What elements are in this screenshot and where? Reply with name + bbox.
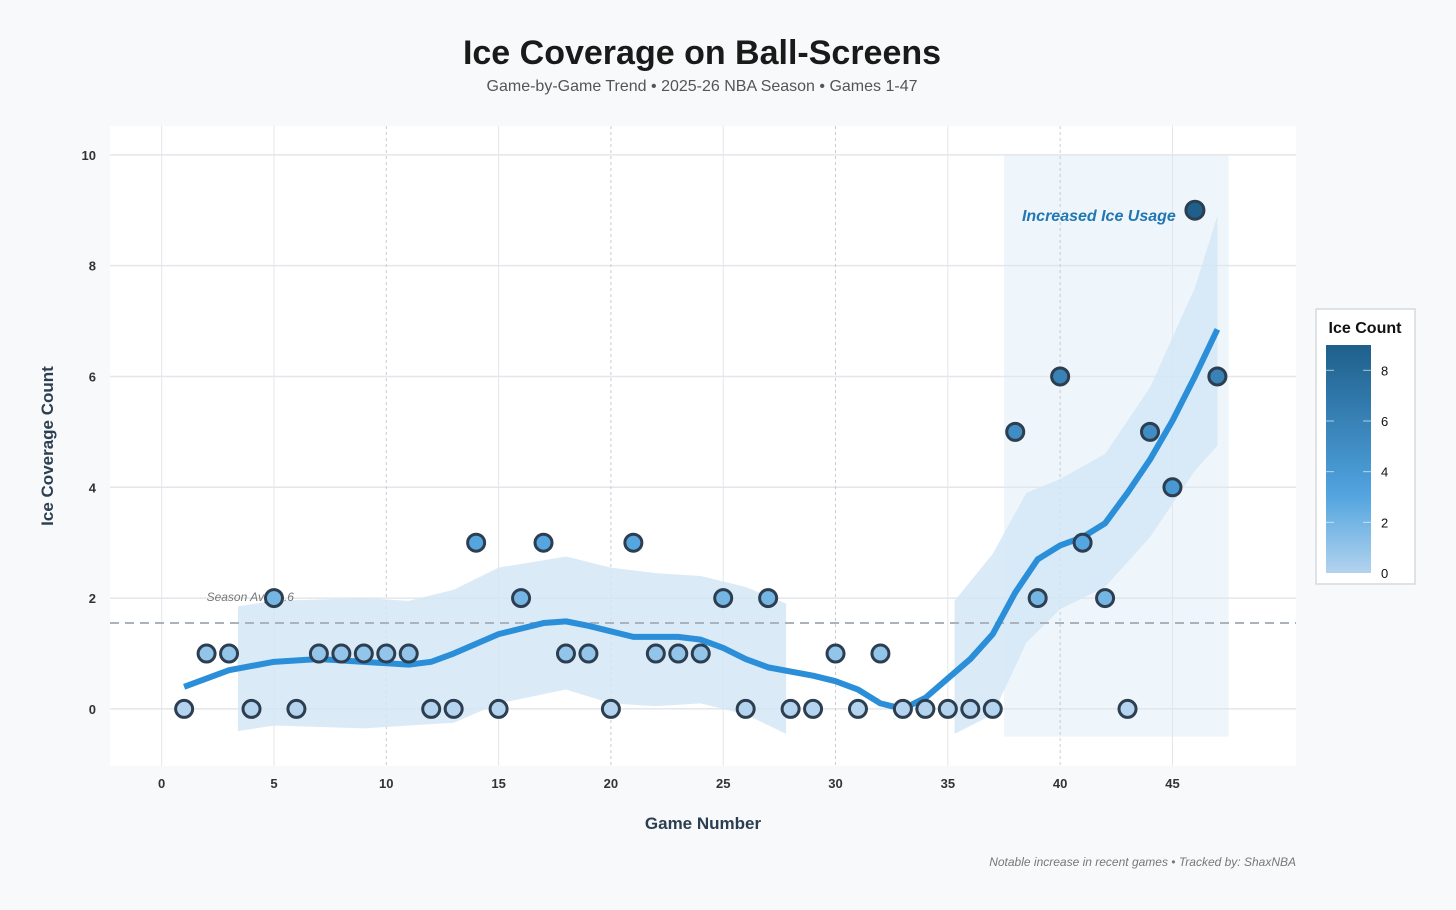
data-point [555, 643, 576, 664]
data-point [511, 588, 532, 609]
data-point [1095, 588, 1116, 609]
data-point [443, 698, 464, 719]
data-point [263, 588, 284, 609]
data-point [1117, 698, 1138, 719]
data-point [331, 643, 352, 664]
data-point [219, 643, 240, 664]
data-point [421, 698, 442, 719]
chart-title: Ice Coverage on Ball-Screens [462, 34, 942, 72]
x-tick-label: 35 [941, 776, 955, 791]
x-tick-label: 15 [491, 776, 505, 791]
x-tick-label: 30 [828, 776, 842, 791]
y-tick-label: 8 [89, 259, 96, 274]
data-point [1072, 532, 1093, 553]
colorbar-gradient [1326, 345, 1371, 573]
data-point [466, 532, 487, 553]
x-tick-label: 25 [716, 776, 730, 791]
data-point [196, 643, 217, 664]
highlight-annotation: Increased Ice Usage [1022, 208, 1176, 225]
data-point [1050, 366, 1071, 387]
data-point [937, 698, 958, 719]
data-point [600, 698, 621, 719]
data-point [758, 588, 779, 609]
y-tick-label: 2 [89, 591, 96, 606]
colorbar-tick-label: 8 [1381, 363, 1388, 378]
x-tick-label: 20 [604, 776, 618, 791]
data-point [1139, 421, 1160, 442]
x-tick-label: 40 [1053, 776, 1067, 791]
data-point [578, 643, 599, 664]
data-point [982, 698, 1003, 719]
data-point [668, 643, 689, 664]
data-point [645, 643, 666, 664]
data-point [713, 588, 734, 609]
x-tick-label: 45 [1165, 776, 1179, 791]
data-point [735, 698, 756, 719]
data-point [960, 698, 981, 719]
data-point [1184, 199, 1206, 221]
data-point [398, 643, 419, 664]
data-point [623, 532, 644, 553]
y-tick-label: 0 [89, 702, 96, 717]
data-point [1207, 366, 1228, 387]
data-point [780, 698, 801, 719]
x-axis-label: Game Number [645, 814, 762, 833]
x-tick-label: 5 [270, 776, 277, 791]
data-point [174, 698, 195, 719]
colorbar-tick-label: 0 [1381, 566, 1388, 581]
data-point [1162, 477, 1183, 498]
data-point [241, 698, 262, 719]
data-point [353, 643, 374, 664]
data-point [488, 698, 509, 719]
data-point [915, 698, 936, 719]
data-point [825, 643, 846, 664]
data-point [308, 643, 329, 664]
data-point [1027, 588, 1048, 609]
data-point [286, 698, 307, 719]
footer-note: Notable increase in recent games • Track… [989, 855, 1296, 869]
colorbar-tick-label: 2 [1381, 515, 1388, 530]
chart-subtitle: Game-by-Game Trend • 2025-26 NBA Season … [486, 78, 918, 95]
y-tick-label: 4 [89, 480, 97, 495]
data-point [892, 698, 913, 719]
colorbar-title: Ice Count [1329, 320, 1403, 337]
y-tick-label: 6 [89, 369, 96, 384]
data-point [803, 698, 824, 719]
y-tick-label: 10 [82, 148, 96, 163]
data-point [533, 532, 554, 553]
colorbar-tick-label: 4 [1381, 465, 1388, 480]
confidence-band [238, 556, 787, 734]
x-tick-label: 0 [158, 776, 165, 791]
confidence-band [954, 215, 1218, 734]
data-point [870, 643, 891, 664]
y-axis-label: Ice Coverage Count [38, 366, 57, 526]
colorbar-tick-label: 6 [1381, 414, 1388, 429]
data-point [690, 643, 711, 664]
data-point [376, 643, 397, 664]
data-point [1005, 421, 1026, 442]
x-tick-label: 10 [379, 776, 393, 791]
data-point [847, 698, 868, 719]
